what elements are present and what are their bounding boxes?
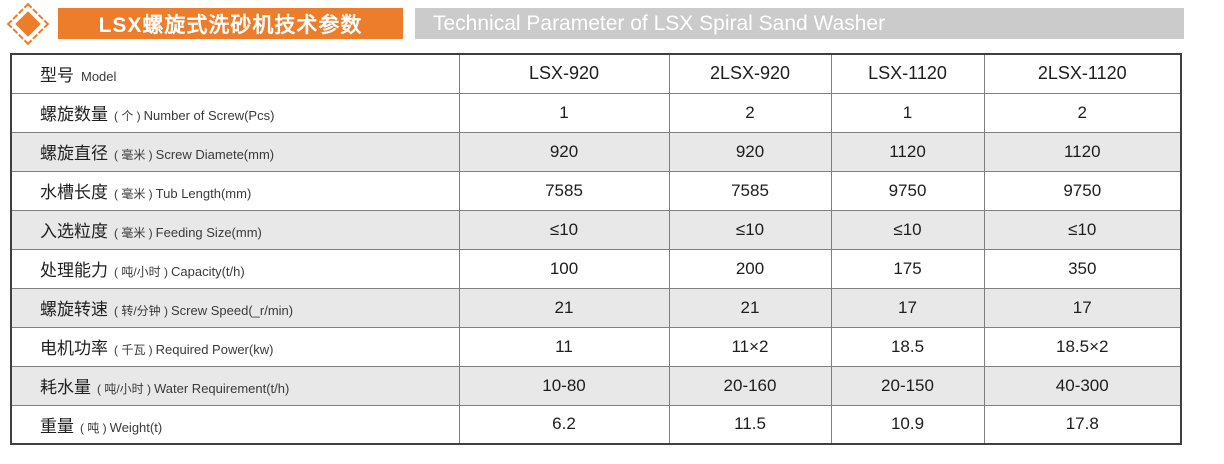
table-row-feeding-size: 入选粒度 ( 毫米 ) Feeding Size(mm) ≤10 ≤10 ≤10 ≤…	[10, 209, 1182, 250]
param-label-zh: 螺旋转速	[40, 300, 108, 319]
param-label-cell: 耗水量 ( 吨/小时 ) Water Requirement(t/h)	[10, 365, 460, 406]
column-header-cell: LSX-920	[458, 53, 670, 94]
param-value-cell: 17.8	[983, 404, 1182, 445]
param-label-cell: 螺旋转速 ( 转/分钟 ) Screw Speed(_r/min)	[10, 287, 460, 328]
param-value-cell: 1	[458, 92, 670, 133]
param-value-cell: 175	[830, 248, 985, 289]
param-value-cell: 7585	[458, 170, 670, 211]
param-value-cell: 920	[458, 131, 670, 172]
table-row-model: 型号 Model LSX-920 2LSX-920 LSX-1120 2LSX-1…	[10, 53, 1182, 94]
title-bar-en: Technical Parameter of LSX Spiral Sand W…	[415, 8, 1184, 39]
table-row-weight: 重量 ( 吨 ) Weight(t) 6.2 11.5 10.9 17.8	[10, 404, 1182, 445]
param-unit: ( 转/分钟 )	[114, 304, 168, 318]
param-value-cell: 21	[458, 287, 670, 328]
param-label-en: Screw Diamete(mm)	[155, 147, 275, 162]
table-row-screw-number: 螺旋数量 ( 个 ) Number of Screw(Pcs) 1 2 1 2	[10, 92, 1182, 133]
param-value-cell: 200	[668, 248, 832, 289]
param-value-cell: 2	[668, 92, 832, 133]
param-label-zh: 耗水量	[40, 378, 91, 397]
param-value-cell: 21	[668, 287, 832, 328]
param-value-cell: 6.2	[458, 404, 670, 445]
table-row-water-requirement: 耗水量( 吨/小时 ) Water Requirement(t/h) 10-80 …	[10, 365, 1182, 406]
param-label-en: Feeding Size(mm)	[155, 225, 262, 240]
diamond-icon	[6, 2, 50, 45]
param-value-cell: ≤10	[668, 209, 832, 250]
column-header-cell: 2LSX-1120	[983, 53, 1182, 94]
column-header-cell: 2LSX-920	[668, 53, 832, 94]
param-value-cell: 1120	[830, 131, 985, 172]
param-label-cell: 重量 ( 吨 ) Weight(t)	[10, 404, 460, 445]
parameters-table: 型号 Model LSX-920 2LSX-920 LSX-1120 2LSX-1…	[10, 53, 1182, 445]
param-value-cell: 1120	[983, 131, 1182, 172]
param-value-cell: 11.5	[668, 404, 832, 445]
param-label-zh: 螺旋直径	[40, 144, 108, 163]
param-value-cell: 10-80	[458, 365, 670, 406]
param-label-en: Screw Speed(_r/min)	[171, 303, 294, 318]
param-unit: ( 毫米 )	[114, 226, 153, 240]
param-value-cell: 1	[830, 92, 985, 133]
param-value-cell: 11×2	[668, 326, 832, 367]
table-row-tub-length: 水槽长度( 毫米 ) Tub Length(mm) 7585 7585 9750 …	[10, 170, 1182, 211]
param-value-cell: 20-150	[830, 365, 985, 406]
param-value-cell: 10.9	[830, 404, 985, 445]
param-label-zh: 电机功率	[40, 339, 108, 358]
param-value-cell: 20-160	[668, 365, 832, 406]
param-value-cell: 11	[458, 326, 670, 367]
param-label-zh: 入选粒度	[40, 222, 108, 241]
param-value-cell: 18.5	[830, 326, 985, 367]
model-label-en: Model	[81, 69, 117, 85]
param-value-cell: 920	[668, 131, 832, 172]
param-label-cell: 入选粒度 ( 毫米 ) Feeding Size(mm)	[10, 209, 460, 250]
model-label-cell: 型号 Model	[10, 53, 460, 94]
param-value-cell: 9750	[830, 170, 985, 211]
param-value-cell: 350	[983, 248, 1182, 289]
param-value-cell: 17	[830, 287, 985, 328]
param-label-en: Number of Screw(Pcs)	[143, 108, 275, 123]
column-header-cell: LSX-1120	[830, 53, 985, 94]
param-value-cell: 2	[983, 92, 1182, 133]
param-label-cell: 螺旋直径 ( 毫米 ) Screw Diamete(mm)	[10, 131, 460, 172]
param-unit: ( 吨 )	[80, 420, 107, 435]
param-label-cell: 螺旋数量 ( 个 ) Number of Screw(Pcs)	[10, 92, 460, 133]
page-header: LSX螺旋式洗砂机技术参数 Technical Parameter of LSX…	[0, 0, 1224, 47]
param-value-cell: ≤10	[830, 209, 985, 250]
param-label-en: Capacity(t/h)	[171, 264, 245, 279]
page-title-zh: LSX螺旋式洗砂机技术参数	[98, 13, 363, 37]
param-label-cell: 电机功率 ( 千瓦 ) Required Power(kw)	[10, 326, 460, 367]
model-label-zh: 型号	[40, 66, 74, 86]
param-label-en: Required Power(kw)	[155, 342, 274, 357]
param-unit: ( 毫米 )	[114, 187, 153, 201]
param-value-cell: ≤10	[458, 209, 670, 250]
param-value-cell: 17	[983, 287, 1182, 328]
param-value-cell: 40-300	[983, 365, 1182, 406]
param-label-cell: 水槽长度 ( 毫米 ) Tub Length(mm)	[10, 170, 460, 211]
page-title-en: Technical Parameter of LSX Spiral Sand W…	[433, 11, 886, 35]
param-unit: ( 个 )	[114, 109, 141, 123]
param-value-cell: 100	[458, 248, 670, 289]
param-unit: ( 千瓦 )	[114, 343, 153, 357]
table-row-screw-diameter: 螺旋直径 ( 毫米 ) Screw Diamete(mm) 920 920 1120…	[10, 131, 1182, 172]
param-unit: ( 吨/小时 )	[97, 382, 151, 396]
param-value-cell: ≤10	[983, 209, 1182, 250]
param-unit: ( 吨/小时 )	[114, 265, 168, 279]
param-value-cell: 7585	[668, 170, 832, 211]
param-label-en: Water Requirement(t/h)	[154, 381, 290, 396]
table-row-capacity: 处理能力 ( 吨/小时 ) Capacity(t/h) 100 200 175 35…	[10, 248, 1182, 289]
param-label-zh: 处理能力	[40, 261, 108, 280]
param-label-zh: 螺旋数量	[40, 105, 108, 124]
param-label-en: Tub Length(mm)	[155, 186, 252, 201]
param-label-zh: 水槽长度	[40, 183, 108, 202]
param-label-zh: 重量	[40, 416, 74, 436]
param-unit: ( 毫米 )	[114, 148, 153, 162]
table-row-screw-speed: 螺旋转速 ( 转/分钟 ) Screw Speed(_r/min) 21 21 17…	[10, 287, 1182, 328]
param-value-cell: 18.5×2	[983, 326, 1182, 367]
param-label-cell: 处理能力 ( 吨/小时 ) Capacity(t/h)	[10, 248, 460, 289]
param-value-cell: 9750	[983, 170, 1182, 211]
table-row-required-power: 电机功率 ( 千瓦 ) Required Power(kw) 11 11×2 18.…	[10, 326, 1182, 367]
title-badge-zh: LSX螺旋式洗砂机技术参数	[58, 8, 403, 39]
param-label-en: Weight(t)	[109, 419, 163, 435]
